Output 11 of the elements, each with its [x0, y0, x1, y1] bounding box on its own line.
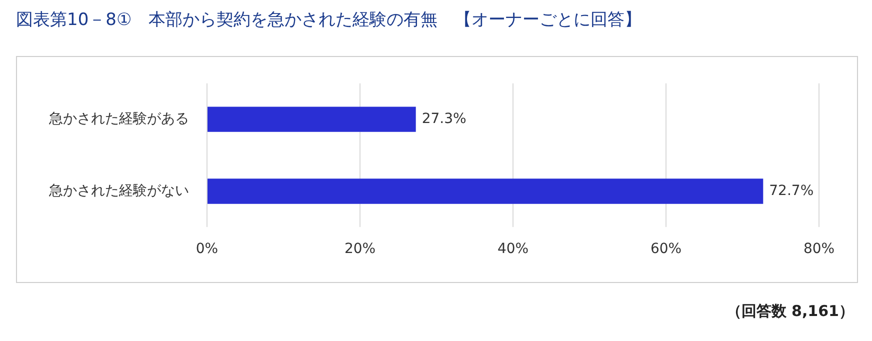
x-tick-label: 20% [344, 241, 376, 258]
y-tick-label: 急かされた経験がない [48, 182, 189, 199]
y-tick-label: 急かされた経験がある [48, 110, 189, 127]
x-tick-label: 60% [650, 241, 682, 258]
x-tick-label: 40% [497, 241, 529, 258]
x-tick-label: 0% [196, 241, 218, 258]
chart-title: 図表第10－8① 本部から契約を急かされた経験の有無 【オーナーごとに回答】 [16, 9, 642, 31]
text: （回答数 8,161） [726, 302, 854, 321]
data-label: 72.7% [769, 182, 814, 199]
data-label: 27.3% [422, 110, 466, 127]
x-tick-label: 80% [803, 241, 835, 258]
